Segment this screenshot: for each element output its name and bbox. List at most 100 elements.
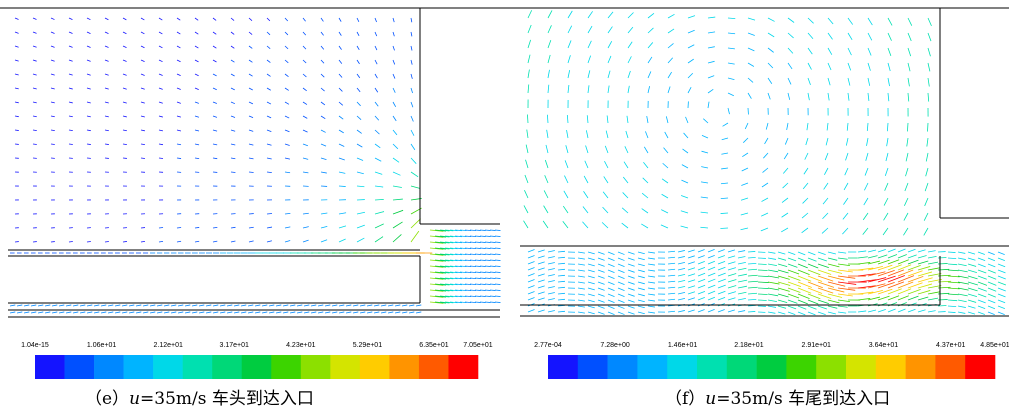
vector-arrow: [449, 301, 458, 304]
vector-arrow: [374, 143, 381, 149]
vector-arrow: [622, 176, 629, 184]
vector-arrow: [907, 289, 921, 295]
vector-arrow: [977, 287, 987, 292]
vector-arrow: [707, 308, 715, 313]
vector-arrow: [717, 278, 726, 283]
vector-arrow: [667, 268, 676, 271]
vector-arrow: [275, 311, 282, 314]
vector-arrow: [320, 101, 326, 106]
vector-arrow: [374, 101, 379, 107]
vector-arrow: [266, 115, 272, 119]
vector-arrow: [927, 310, 936, 313]
vector-arrow: [226, 311, 233, 314]
vector-arrow: [194, 227, 200, 229]
vector-arrow: [464, 253, 472, 256]
vector-arrow: [897, 259, 909, 265]
vector-arrow: [825, 137, 829, 146]
vector-arrow: [219, 304, 226, 307]
vector-arrow: [707, 248, 715, 253]
vector-arrow: [763, 152, 769, 159]
vector-arrow: [887, 77, 890, 87]
vector-arrow: [254, 311, 261, 314]
vector-arrow: [667, 310, 676, 313]
vector-arrow: [697, 278, 706, 283]
vector-arrow: [484, 247, 491, 249]
vector-arrow: [624, 146, 629, 154]
vector-arrow: [140, 143, 145, 146]
vector-arrow: [122, 87, 127, 90]
vector-arrow: [567, 84, 570, 94]
vector-arrow: [86, 59, 91, 62]
vector-arrow: [537, 297, 545, 301]
vector-arrow: [582, 221, 589, 229]
vector-arrow: [439, 283, 450, 286]
vector-arrow: [302, 143, 308, 147]
vector-arrow: [104, 115, 109, 118]
vector-arrow: [464, 229, 472, 232]
vector-arrow: [338, 311, 345, 314]
vector-arrow: [761, 197, 769, 202]
vector-arrow: [867, 277, 887, 283]
vector-arrow: [605, 130, 609, 139]
vector-arrow: [317, 311, 324, 314]
vector-arrow: [140, 101, 145, 104]
vector-arrow: [797, 251, 806, 256]
colorbar-segment: [905, 355, 936, 379]
vector-arrow: [494, 259, 501, 261]
vector-arrow: [233, 311, 240, 314]
vector-arrow: [114, 304, 121, 307]
vector-arrow: [284, 226, 291, 229]
vector-arrow: [464, 277, 472, 280]
vector-arrow: [637, 251, 645, 255]
vector-arrow: [356, 73, 361, 79]
vector-arrow: [459, 295, 467, 298]
vector-arrow: [527, 273, 535, 277]
vector-arrow: [479, 277, 486, 279]
vector-arrow: [866, 122, 869, 131]
vector-arrow: [737, 262, 746, 265]
vector-arrow: [459, 271, 467, 274]
vector-arrow: [86, 73, 91, 76]
vector-arrow: [374, 115, 380, 121]
vector-arrow: [923, 227, 929, 236]
vector-arrow: [79, 304, 86, 307]
vector-arrow: [707, 254, 715, 259]
vector-arrow: [787, 17, 795, 23]
vector-arrow: [905, 167, 909, 177]
vector-arrow: [356, 185, 365, 188]
vector-arrow: [661, 209, 669, 214]
vector-arrow: [338, 45, 342, 50]
vector-arrow: [454, 295, 462, 298]
vector-arrow: [479, 301, 486, 303]
vector-arrow: [104, 129, 109, 132]
vector-arrow: [757, 269, 768, 271]
vector-arrow: [454, 271, 462, 274]
vector-arrow: [747, 311, 756, 313]
vector-arrow: [68, 59, 73, 62]
vector-arrow: [356, 45, 360, 51]
vector-arrow: [30, 304, 37, 307]
vector-arrow: [547, 250, 555, 253]
vector-arrow: [454, 283, 462, 286]
vector-arrow: [479, 259, 486, 261]
vector-arrow: [886, 122, 889, 132]
vector-arrow: [302, 129, 308, 133]
vector-arrow: [767, 251, 776, 254]
vector-arrow: [266, 45, 271, 49]
vector-arrow: [607, 281, 615, 285]
vector-arrow: [680, 210, 689, 214]
vector-arrow: [660, 224, 669, 229]
vector-arrow: [627, 287, 635, 291]
vector-arrow: [434, 241, 447, 244]
vector-arrow: [303, 304, 310, 307]
vector-arrow: [374, 87, 379, 93]
vector-arrow: [621, 222, 629, 229]
vector-arrow: [284, 101, 290, 105]
vector-arrow: [176, 73, 181, 77]
vector-arrow: [296, 304, 303, 307]
vector-arrow: [822, 212, 829, 220]
vector-arrow: [997, 275, 1006, 280]
vector-arrow: [947, 251, 956, 253]
vector-arrow: [837, 269, 853, 273]
vector-arrow: [647, 251, 655, 254]
